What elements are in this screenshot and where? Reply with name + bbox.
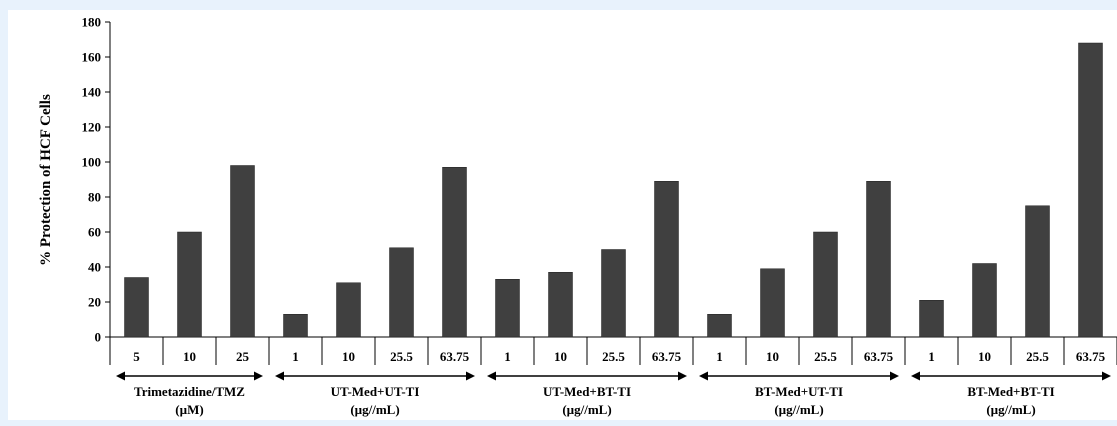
- group-label: Trimetazidine/TMZ: [134, 384, 245, 399]
- group-unit-label: (µg//mL): [986, 402, 1035, 417]
- x-category-label: 63.75: [652, 349, 682, 364]
- x-category-label: 25.5: [390, 349, 413, 364]
- x-category-label: 1: [292, 349, 299, 364]
- group-label: BT-Med+BT-TI: [967, 384, 1054, 399]
- x-category-label: 10: [766, 349, 779, 364]
- bar: [1078, 42, 1103, 338]
- group-arrow-left-head: [116, 371, 125, 381]
- x-category-label: 25.5: [1026, 349, 1049, 364]
- bar: [283, 314, 308, 338]
- group-label: UT-Med+BT-TI: [543, 384, 631, 399]
- x-category-label: 10: [978, 349, 991, 364]
- group-arrow-right-head: [678, 371, 687, 381]
- bar: [1025, 205, 1050, 338]
- x-category-label: 63.75: [1076, 349, 1106, 364]
- x-category-label: 10: [183, 349, 196, 364]
- bar: [866, 181, 891, 338]
- bar: [760, 268, 785, 338]
- chart-panel: [8, 10, 1117, 420]
- group-arrow-left-head: [275, 371, 284, 381]
- group-arrow-left-head: [487, 371, 496, 381]
- bar: [336, 282, 361, 338]
- group-unit-label: (µM): [175, 402, 203, 417]
- y-tick-label: 60: [88, 225, 101, 240]
- group-label: UT-Med+UT-TI: [331, 384, 420, 399]
- group-arrow-right-head: [254, 371, 263, 381]
- bar: [601, 249, 626, 338]
- x-category-label: 63.75: [440, 349, 470, 364]
- x-category-label: 5: [133, 349, 140, 364]
- group-unit-label: (µg//mL): [350, 402, 399, 417]
- x-category-label: 25: [236, 349, 250, 364]
- y-axis-label: % Protection of HCF Cells: [38, 94, 54, 266]
- group-arrow-left-head: [699, 371, 708, 381]
- y-tick-label: 140: [82, 85, 102, 100]
- x-category-label: 1: [928, 349, 935, 364]
- x-category-label: 63.75: [864, 349, 894, 364]
- group-arrow-right-head: [1102, 371, 1111, 381]
- x-category-label: 25.5: [814, 349, 837, 364]
- bar: [124, 277, 149, 338]
- y-tick-label: 120: [82, 120, 102, 135]
- y-tick-label: 0: [95, 330, 102, 345]
- x-category-label: 1: [504, 349, 511, 364]
- y-tick-label: 80: [88, 190, 101, 205]
- group-arrow-left-head: [911, 371, 920, 381]
- group-label: BT-Med+UT-TI: [755, 384, 843, 399]
- group-unit-label: (µg//mL): [774, 402, 823, 417]
- bar: [654, 181, 679, 338]
- y-tick-label: 40: [88, 260, 101, 275]
- bar: [177, 231, 202, 338]
- x-category-label: 10: [554, 349, 567, 364]
- y-tick-label: 20: [88, 295, 101, 310]
- bar: [972, 263, 997, 338]
- group-arrow-right-head: [890, 371, 899, 381]
- bar: [813, 231, 838, 338]
- x-category-label: 1: [716, 349, 723, 364]
- bar: [707, 314, 732, 338]
- bar: [389, 247, 414, 338]
- group-arrow-right-head: [466, 371, 475, 381]
- x-category-label: 25.5: [602, 349, 625, 364]
- y-tick-label: 100: [82, 155, 102, 170]
- group-unit-label: (µg//mL): [562, 402, 611, 417]
- y-tick-label: 180: [82, 15, 102, 30]
- y-tick-label: 160: [82, 50, 102, 65]
- bar: [442, 167, 467, 338]
- x-category-label: 10: [342, 349, 355, 364]
- bar: [919, 300, 944, 338]
- bar: [548, 272, 573, 338]
- bar: [230, 165, 255, 338]
- bar: [495, 279, 520, 338]
